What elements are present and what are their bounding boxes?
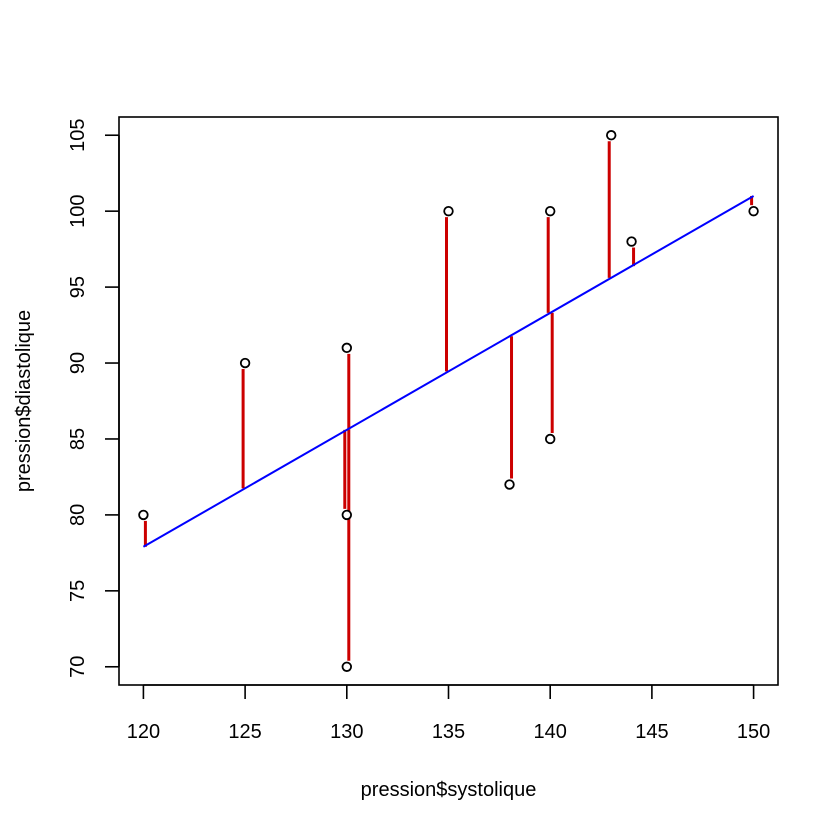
y-tick-label: 90 xyxy=(67,352,89,374)
regression-line xyxy=(142,195,755,548)
y-tick-label: 105 xyxy=(67,119,89,152)
data-point xyxy=(544,433,556,445)
data-point xyxy=(443,205,454,217)
y-tick-label: 95 xyxy=(67,276,89,298)
x-axis: 120 125 130 135 140 145 150 xyxy=(127,684,770,743)
data-points xyxy=(138,130,759,672)
x-tick-label: 145 xyxy=(635,721,668,743)
y-tick-label: 75 xyxy=(67,580,89,602)
data-point xyxy=(138,509,149,521)
x-tick-label: 120 xyxy=(127,721,160,743)
x-axis-label: pression$systolique xyxy=(361,779,537,801)
residual-segments xyxy=(143,141,754,661)
data-point xyxy=(239,357,251,369)
data-point xyxy=(544,205,556,217)
x-tick-label: 125 xyxy=(228,721,261,743)
y-axis-label: pression$diastolique xyxy=(13,310,35,492)
regression-line-group xyxy=(142,195,755,548)
x-tick-label: 140 xyxy=(534,721,567,743)
data-point xyxy=(626,236,637,247)
data-point xyxy=(748,205,759,217)
x-tick-label: 130 xyxy=(330,721,363,743)
data-point xyxy=(341,342,353,354)
y-tick-label: 80 xyxy=(67,504,89,526)
plot-frame xyxy=(118,116,779,686)
y-tick-label: 100 xyxy=(67,194,89,227)
y-tick-label: 85 xyxy=(67,428,89,450)
y-axis: 70 75 80 85 90 95 100 105 xyxy=(67,119,120,678)
data-point xyxy=(341,661,353,672)
data-point xyxy=(341,509,353,521)
data-point xyxy=(606,130,617,141)
data-point xyxy=(504,479,515,490)
x-tick-label: 150 xyxy=(737,721,770,743)
y-tick-label: 70 xyxy=(67,656,89,678)
x-tick-label: 135 xyxy=(432,721,465,743)
